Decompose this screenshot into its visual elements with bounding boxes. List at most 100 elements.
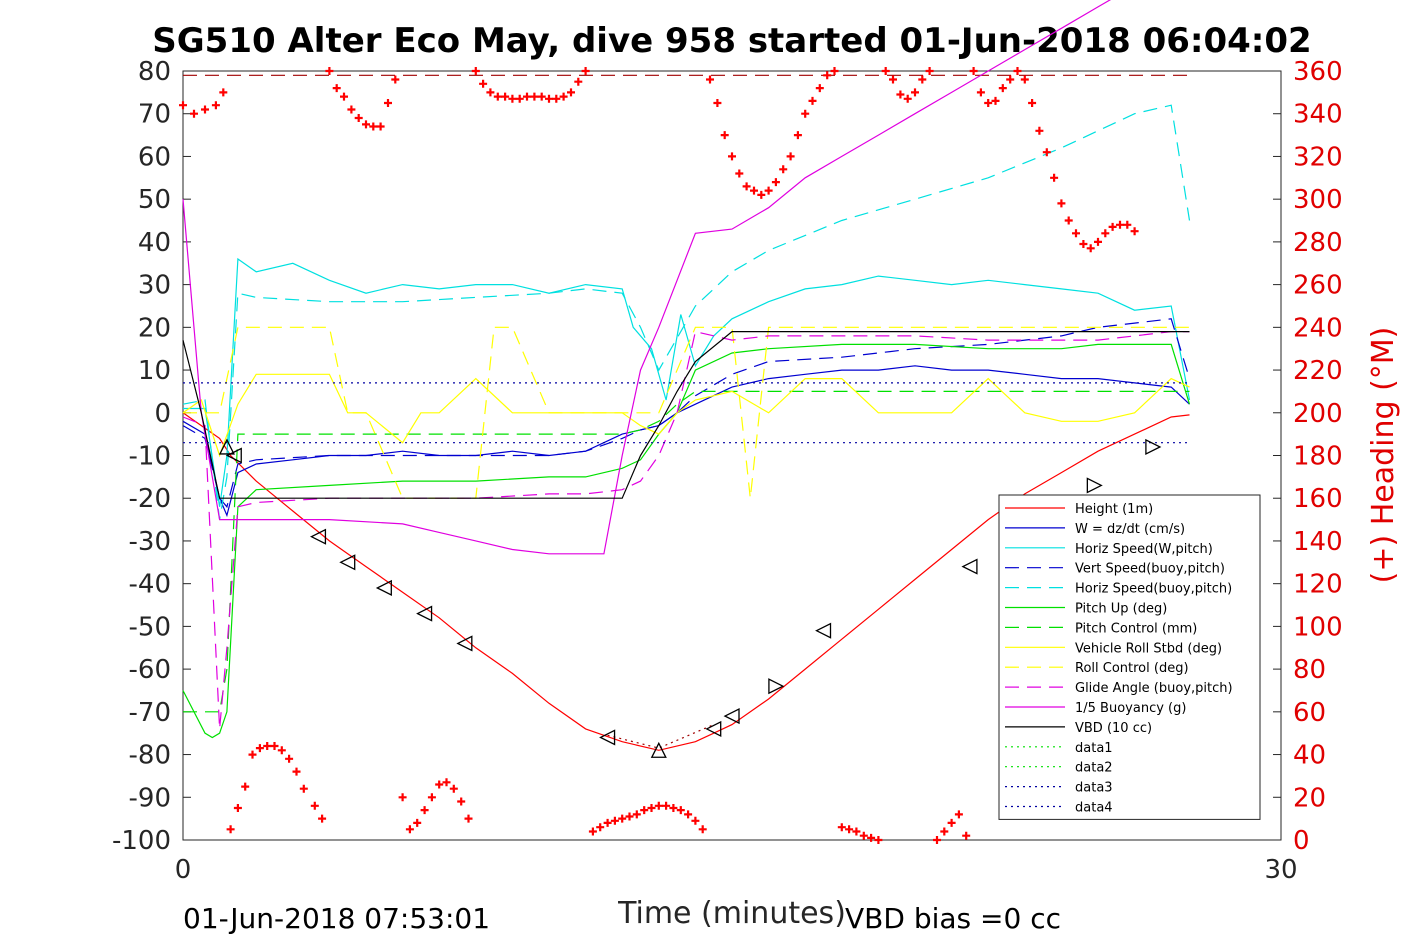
- heading-point: [940, 827, 949, 836]
- heading-point: [420, 806, 429, 815]
- heading-point: [376, 122, 385, 131]
- legend-entry: data2: [1075, 761, 1113, 776]
- right-tick-label: 80: [1293, 655, 1326, 685]
- heading-point: [786, 152, 795, 161]
- heading-point: [728, 152, 736, 161]
- y-axis-label-right: (+) Heading (°M): [1366, 327, 1401, 584]
- legend-entry: Pitch Up (deg): [1075, 602, 1167, 617]
- right-tick-label: 60: [1293, 698, 1326, 728]
- heading-point: [581, 67, 590, 75]
- heading-point: [530, 92, 539, 101]
- legend: Height (1m) W = dz/dt (cm/s) Horiz Speed(W…: [998, 494, 1261, 820]
- heading-point: [508, 94, 517, 103]
- heading-point: [654, 801, 663, 810]
- right-tick-label: 120: [1293, 570, 1343, 600]
- heading-point: [479, 79, 488, 88]
- height-markers: [218, 438, 1162, 758]
- height-marker: [375, 579, 392, 596]
- right-y-axis: 3603403203002802602402202001801601401201…: [1273, 57, 1343, 856]
- heading-point: [340, 92, 348, 101]
- left-tick-label: 80: [138, 57, 171, 87]
- legend-entry: 1/5 Buoyancy (g): [1075, 701, 1186, 716]
- left-tick-label: -10: [129, 442, 171, 472]
- heading-point: [310, 801, 319, 810]
- legend-entry: data4: [1075, 801, 1113, 816]
- height-marker: [339, 554, 356, 571]
- left-tick-label: -30: [129, 527, 171, 557]
- left-tick-label: -20: [129, 484, 171, 514]
- heading-point: [764, 186, 773, 195]
- heading-point: [1116, 220, 1124, 229]
- heading-point: [779, 165, 788, 174]
- heading-point: [1086, 244, 1095, 253]
- heading-points: [179, 67, 1139, 844]
- series-line: [182, 331, 1190, 499]
- heading-point: [596, 823, 605, 832]
- heading-point: [954, 810, 963, 819]
- left-tick-label: 50: [138, 185, 171, 215]
- series-line: [182, 0, 1112, 555]
- left-tick-label: 40: [138, 228, 171, 258]
- heading-point: [1042, 148, 1051, 157]
- heading-point: [640, 806, 649, 815]
- series-line: [183, 257, 1191, 507]
- heading-point: [801, 109, 810, 118]
- height-marker: [815, 622, 832, 639]
- heading-point: [1108, 222, 1117, 231]
- left-tick-label: -70: [129, 698, 171, 728]
- heading-point: [523, 92, 531, 101]
- height-marker: [961, 558, 978, 575]
- left-y-axis: 80 70 60 50 40 30 20 10 0 -10 -20 -30 -40 -50 -60 -70 -8…: [112, 57, 191, 856]
- heading-point: [911, 88, 919, 97]
- height-marker: [768, 678, 785, 695]
- legend-entry: W = dz/dt (cm/s): [1075, 522, 1185, 537]
- legend-entry: Horiz Speed(W,pitch): [1075, 542, 1213, 557]
- heading-point: [991, 96, 1000, 105]
- legend-entry: Horiz Speed(buoy,pitch): [1075, 582, 1232, 597]
- heading-point: [933, 836, 941, 844]
- heading-point: [837, 823, 846, 832]
- left-tick-label: 30: [138, 271, 171, 301]
- heading-point: [925, 67, 934, 75]
- heading-point: [211, 101, 220, 110]
- heading-point: [823, 71, 832, 80]
- right-tick-label: 240: [1293, 313, 1343, 343]
- heading-point: [691, 816, 700, 825]
- heading-point: [226, 825, 235, 834]
- heading-point: [493, 92, 502, 101]
- heading-point: [976, 88, 985, 97]
- heading-point: [219, 88, 228, 97]
- heading-point: [881, 67, 890, 75]
- heading-point: [1035, 126, 1044, 135]
- heading-point: [405, 825, 414, 834]
- heading-point: [684, 810, 693, 819]
- heading-point: [332, 84, 341, 93]
- heading-point: [325, 67, 334, 75]
- heading-point: [1101, 229, 1110, 238]
- right-tick-label: 260: [1293, 271, 1343, 301]
- heading-point: [889, 75, 897, 84]
- heading-point: [706, 75, 714, 84]
- heading-point: [248, 750, 257, 759]
- heading-point: [1072, 229, 1080, 238]
- heading-point: [793, 131, 802, 140]
- heading-point: [362, 120, 370, 129]
- height-marker: [218, 438, 235, 455]
- right-tick-label: 320: [1293, 142, 1343, 172]
- legend-entry: Pitch Control (mm): [1075, 621, 1197, 636]
- height-marker: [723, 708, 740, 725]
- heading-point: [984, 99, 993, 107]
- heading-point: [720, 131, 729, 140]
- heading-point: [567, 88, 575, 97]
- left-tick-label: -80: [129, 741, 171, 771]
- height-marker: [309, 528, 327, 545]
- heading-point: [1013, 67, 1022, 75]
- right-tick-label: 360: [1293, 57, 1343, 87]
- heading-point: [845, 825, 854, 834]
- series-line: [182, 318, 1191, 509]
- heading-point: [398, 793, 407, 802]
- heading-point: [830, 67, 839, 75]
- heading-point: [1020, 75, 1029, 84]
- left-tick-label: 0: [154, 399, 171, 429]
- left-tick-label: 70: [138, 100, 171, 130]
